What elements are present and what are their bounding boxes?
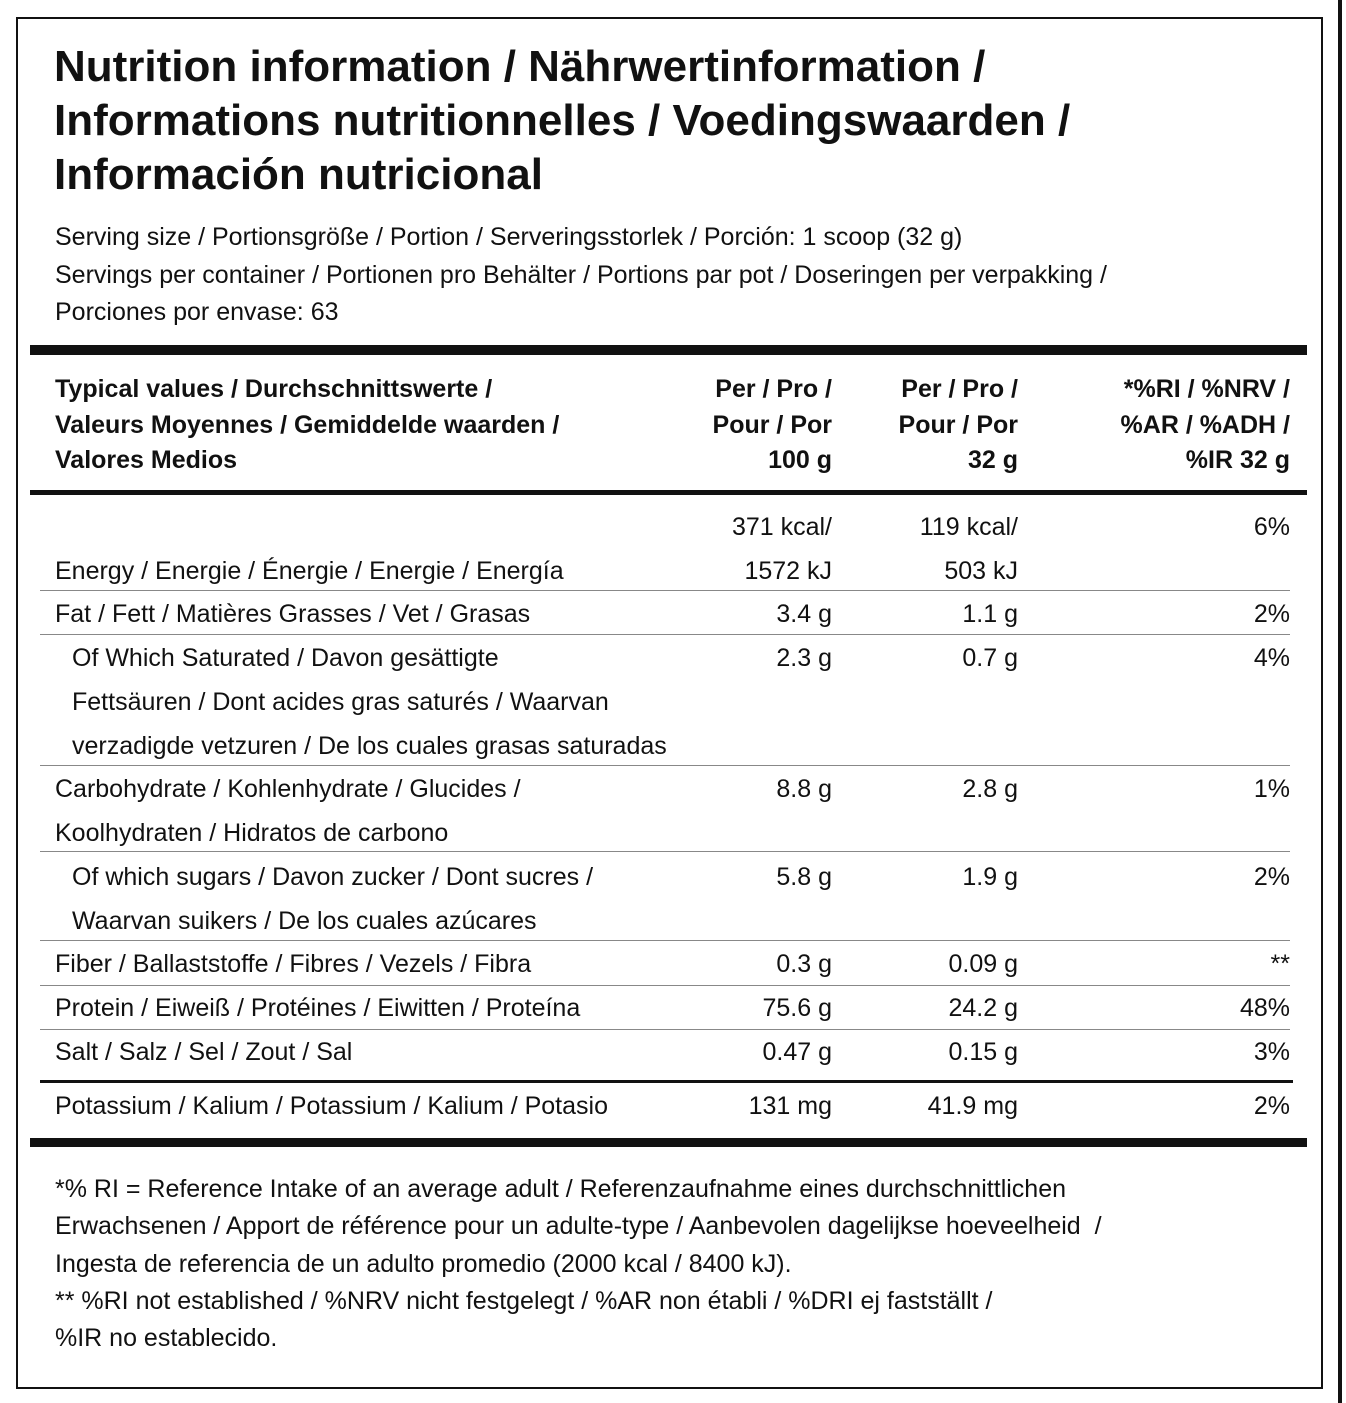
row-ri: 2% [1253,1092,1290,1120]
header-per-32g: 32 g [967,446,1018,474]
row-label: Of Which Saturated / Davon gesättigte [72,644,499,672]
header-label: Typical values / Durchschnittswerte / [55,375,493,403]
row-ri: 48% [1239,994,1290,1022]
serving-line: Porciones por envase: 63 [55,298,339,326]
row-per-100g: 1572 kJ [744,557,832,585]
header-per-100g: Pour / Por [712,410,832,439]
row-separator [40,851,1290,852]
header-per-32g: Per / Pro / [901,375,1018,403]
row-ri: 3% [1253,1038,1290,1066]
row-separator [40,940,1290,941]
row-per-32g: 24.2 g [948,994,1018,1022]
row-ri: 6% [1253,513,1290,541]
serving-line: Serving size / Portionsgröße / Portion /… [55,223,963,251]
title-line: Nutrition information / Nährwertinformat… [54,42,986,91]
thick-rule [30,345,1307,355]
row-per-32g: 119 kcal/ [919,513,1018,541]
border-right [1321,17,1323,1389]
row-per-32g: 0.15 g [948,1038,1018,1066]
row-rule [40,1080,1293,1083]
row-per-32g: 1.9 g [962,863,1018,891]
row-label: Energy / Energie / Énergie / Energie / E… [55,557,564,585]
header-ri: *%RI / %NRV / [1123,375,1290,403]
border-left [16,17,18,1389]
row-per-100g: 0.47 g [762,1038,832,1066]
header-per-100g: 100 g [768,446,832,474]
title-line: Informations nutritionnelles / Voedingsw… [54,96,1071,145]
row-ri: 4% [1253,644,1290,672]
row-ri: 1% [1253,775,1290,803]
row-label: Waarvan suikers / De los cuales azúcares [72,907,537,935]
row-per-32g: 0.09 g [948,950,1018,978]
border-top [16,17,1323,19]
row-per-100g: 371 kcal/ [731,513,832,541]
footnote-line: %IR no establecido. [55,1324,278,1353]
header-ri: %IR 32 g [1185,446,1290,474]
border-bottom [16,1387,1323,1389]
row-per-100g: 5.8 g [776,863,832,891]
header-label: Valeurs Moyennes / Gemiddelde waarden / [55,410,560,439]
footnote-line: *% RI = Reference Intake of an average a… [55,1175,1067,1203]
edge-shadow [1338,0,1342,1403]
row-label: Of which sugars / Davon zucker / Dont su… [72,863,594,891]
row-label: Protein / Eiweiß / Protéines / Eiwitten … [55,994,581,1022]
row-per-100g: 8.8 g [776,775,832,803]
header-label: Valores Medios [55,446,238,474]
header-ri: %AR / %ADH / [1120,410,1290,439]
footnote-line: Ingesta de referencia de un adulto prome… [55,1249,792,1278]
row-per-32g: 1.1 g [962,600,1018,628]
row-per-100g: 2.3 g [776,644,832,672]
row-label: Salt / Salz / Sel / Zout / Sal [55,1038,353,1066]
row-per-100g: 3.4 g [776,600,832,628]
row-per-100g: 131 mg [748,1092,832,1120]
row-per-100g: 0.3 g [776,950,832,978]
row-per-32g: 503 kJ [944,557,1018,585]
row-ri: 2% [1253,600,1290,628]
row-per-32g: 2.8 g [962,775,1018,803]
serving-line: Servings per container / Portionen pro B… [55,260,1107,289]
row-label: verzadigde vetzuren / De los cuales gras… [72,732,667,760]
row-per-100g: 75.6 g [762,994,832,1022]
row-per-32g: 0.7 g [962,644,1018,672]
row-separator [40,985,1290,986]
row-label: Fat / Fett / Matières Grasses / Vet / Gr… [55,600,531,628]
row-label: Koolhydraten / Hidratos de carbono [55,819,449,847]
row-separator [40,765,1290,766]
row-label: Potassium / Kalium / Potassium / Kalium … [55,1092,608,1120]
row-ri: 2% [1253,863,1290,891]
row-label: Fettsäuren / Dont acides gras saturés / … [72,688,609,716]
header-per-32g: Pour / Por [898,410,1018,439]
row-per-32g: 41.9 mg [927,1092,1018,1120]
thick-rule [30,1138,1307,1147]
row-separator [40,634,1290,635]
row-ri: ** [1270,950,1290,978]
footnote-line: ** %RI not established / %NRV nicht fest… [55,1286,993,1315]
header-per-100g: Per / Pro / [715,375,832,403]
row-separator [40,1029,1290,1030]
row-separator [40,590,1290,591]
row-label: Carbohydrate / Kohlenhydrate / Glucides … [55,775,521,803]
title-line: Información nutricional [54,150,543,199]
row-label: Fiber / Ballaststoffe / Fibres / Vezels … [55,950,532,978]
footnote-line: Erwachsenen / Apport de référence pour u… [55,1212,1102,1241]
header-rule [30,490,1307,495]
